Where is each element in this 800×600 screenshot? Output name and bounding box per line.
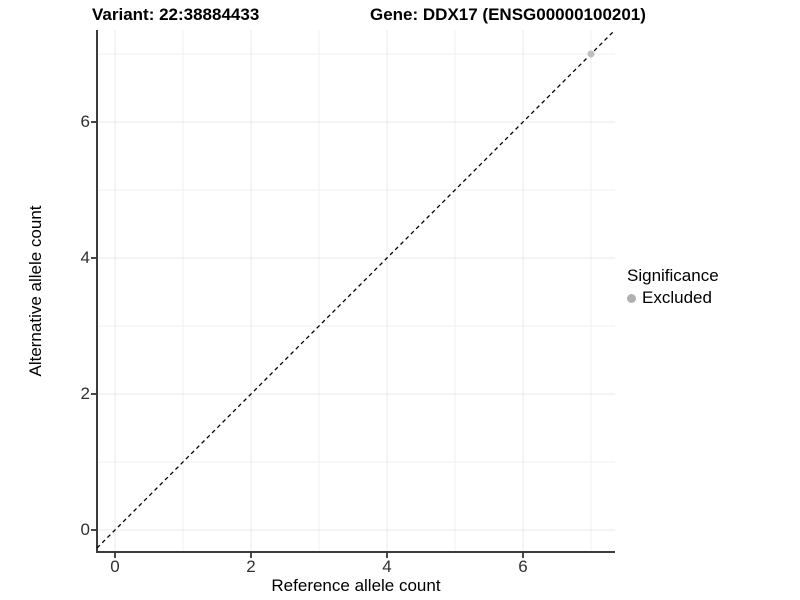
plot-title-gene: Gene: DDX17 (ENSG00000100201) (370, 5, 646, 24)
legend: Significance Excluded (627, 266, 719, 308)
x-tick-label: 0 (110, 557, 120, 576)
excluded-point-icon (627, 293, 636, 303)
plot-title-variant: Variant: 22:38884433 (92, 5, 260, 24)
y-axis-title: Alternative allele count (26, 205, 45, 377)
legend-item-excluded: Excluded (627, 288, 719, 308)
y-tick-label: 4 (80, 248, 90, 267)
x-tick-label: 4 (382, 557, 392, 576)
x-tick-label: 6 (518, 557, 528, 576)
identity-reference-line (96, 29, 616, 549)
legend-item-label: Excluded (642, 288, 712, 307)
x-axis-title: Reference allele count (271, 576, 441, 595)
data-point-excluded (587, 50, 595, 58)
y-tick-label: 2 (80, 384, 90, 403)
y-tick-label: 6 (80, 112, 90, 131)
x-tick-label: 2 (246, 557, 256, 576)
legend-title: Significance (627, 266, 719, 285)
y-tick-label: 0 (80, 520, 90, 539)
